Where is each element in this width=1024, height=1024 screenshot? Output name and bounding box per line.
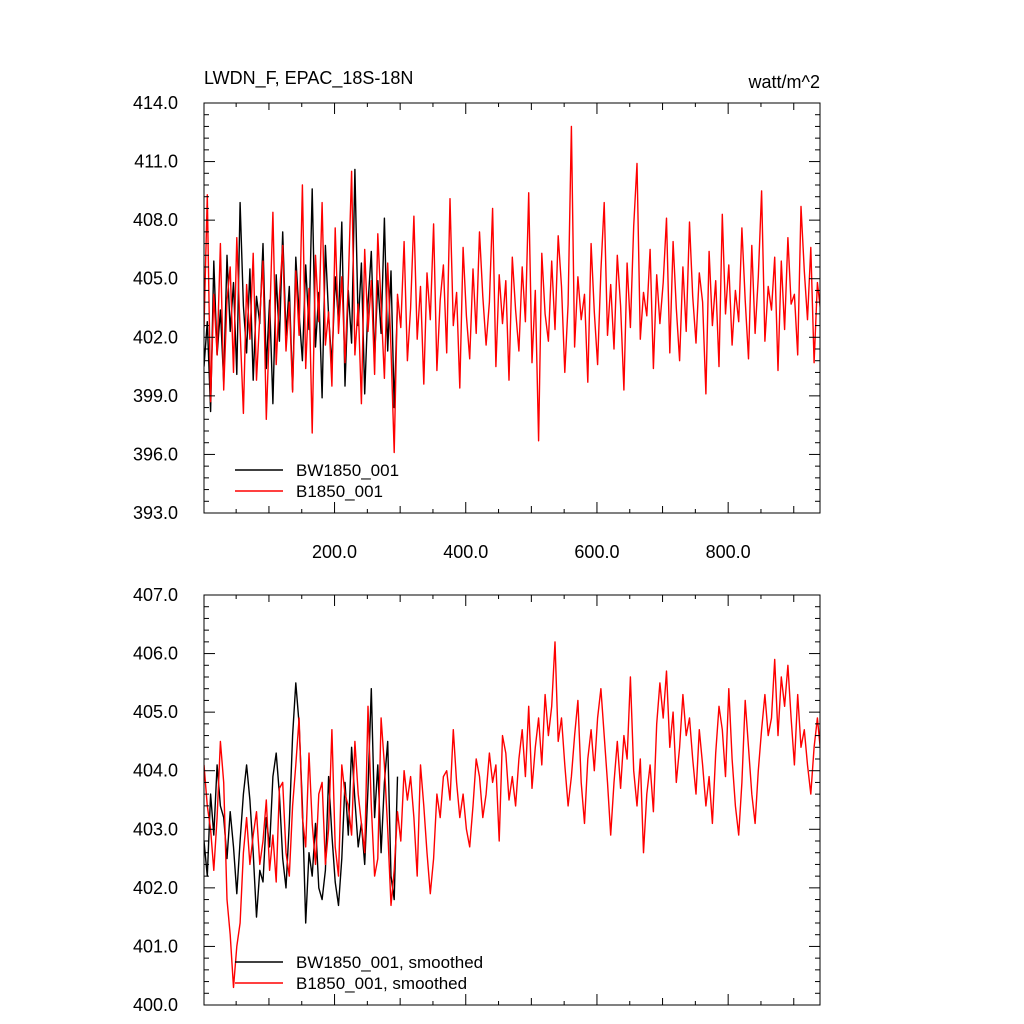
x-tick-label: 400.0: [443, 542, 488, 562]
y-tick-label: 396.0: [133, 444, 178, 464]
bottom-tick-labels: 400.0 401.0 402.0 403.0 404.0 405.0 406.0 407.0: [133, 585, 178, 1015]
y-tick-label: 414.0: [133, 93, 178, 113]
y-tick-label: 406.0: [133, 644, 178, 664]
top-legend: BW1850_001 B1850_001: [235, 461, 399, 501]
y-tick-label: 408.0: [133, 210, 178, 230]
y-tick-label: 405.0: [133, 269, 178, 289]
bottom-plot-frame: [203, 594, 821, 1006]
top-series-lines: [204, 125, 820, 454]
top-plot-frame: [203, 102, 821, 514]
y-tick-label: 401.0: [133, 936, 178, 956]
y-tick-label: 411.0: [134, 152, 178, 172]
y-tick-label: 407.0: [133, 585, 178, 605]
bottom-legend: BW1850_001, smoothed B1850_001, smoothed: [235, 953, 483, 993]
bottom-legend-label-black: BW1850_001, smoothed: [296, 953, 483, 972]
y-tick-label: 400.0: [133, 995, 178, 1015]
chart-title-right: watt/m^2: [748, 72, 820, 92]
bottom-panel: 400.0 401.0 402.0 403.0 404.0 405.0 406.0 407.0…: [133, 585, 821, 1015]
bottom-axis-ticks: [204, 594, 820, 1006]
x-tick-label: 200.0: [312, 542, 357, 562]
series-line-red: [204, 641, 820, 989]
top-legend-label-red: B1850_001: [296, 482, 383, 501]
top-legend-label-black: BW1850_001: [296, 461, 399, 480]
top-tick-labels: 393.0 396.0 399.0 402.0 405.0 408.0 411.0 414.0…: [133, 93, 751, 562]
y-tick-label: 402.0: [133, 878, 178, 898]
x-tick-label: 600.0: [574, 542, 619, 562]
top-panel: LWDN_F, EPAC_18S-18N watt/m^2 393.0 396.0…: [133, 68, 821, 562]
bottom-series-lines: [204, 641, 820, 989]
y-tick-label: 404.0: [133, 761, 178, 781]
series-line-black: [204, 168, 399, 413]
y-tick-label: 403.0: [133, 819, 178, 839]
y-tick-label: 402.0: [133, 327, 178, 347]
y-tick-label: 399.0: [133, 386, 178, 406]
x-tick-label: 800.0: [706, 542, 751, 562]
top-axis-ticks: [204, 102, 820, 514]
chart-title-left: LWDN_F, EPAC_18S-18N: [204, 68, 413, 89]
bottom-legend-label-red: B1850_001, smoothed: [296, 974, 467, 993]
y-tick-label: 393.0: [133, 503, 178, 523]
y-tick-label: 405.0: [133, 702, 178, 722]
series-line-red: [204, 125, 820, 454]
